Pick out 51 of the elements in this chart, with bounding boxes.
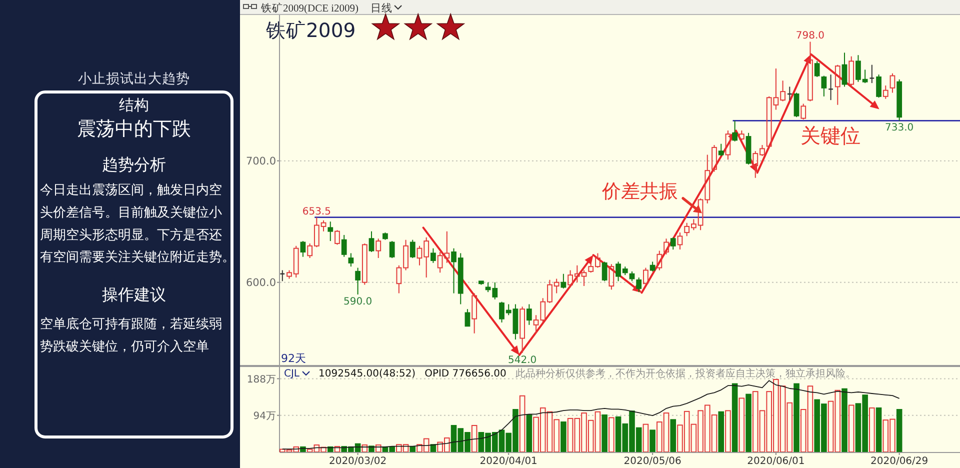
bar	[732, 383, 738, 452]
bar	[670, 419, 676, 452]
x-tick-label: 2020/04/01	[480, 456, 538, 467]
y-tick-label: 94万	[253, 411, 276, 422]
annotation: OPID 776656.00	[424, 368, 506, 380]
bar	[794, 383, 800, 452]
text: 日线	[370, 2, 393, 14]
x-tick-label: 2020/06/01	[747, 456, 805, 467]
bar	[650, 430, 656, 452]
x-tick-label: 2020/05/06	[624, 456, 682, 467]
bar	[725, 410, 731, 452]
bar	[738, 398, 745, 452]
text: 操作建议	[102, 285, 166, 304]
annotation: 价差共振	[600, 180, 678, 202]
bar	[718, 411, 724, 452]
x-tick-label: 2020/06/29	[870, 456, 928, 467]
y-tick-label: 700.0	[246, 156, 276, 168]
text: 今日走出震荡区间，触发日内空头价差信号。目前触及关键位小周期空头形态明显。下方是否还有空间需要关注关键位附近走势。	[40, 183, 235, 266]
bar	[642, 424, 649, 452]
chart-subtitle: 铁矿2009(DCE i2009)	[260, 2, 360, 14]
bar	[876, 407, 882, 452]
y-tick-label: 188万	[246, 374, 276, 386]
text: 空单底仓可持有跟随，若延续弱势跌破关键位，仍可介入空单	[40, 317, 222, 354]
bar	[410, 446, 416, 452]
y-tick-label: 600.0	[246, 277, 276, 290]
bar	[746, 394, 752, 452]
x-tick-label: 2020/03/02	[328, 456, 387, 467]
bar	[608, 417, 614, 452]
annotation: 733.0	[885, 122, 914, 134]
bar	[560, 421, 566, 452]
text: 震荡中的下跌	[77, 118, 191, 140]
text: 小止损试出大趋势	[78, 71, 190, 87]
annotation: 1092545.00(48:52)	[318, 368, 416, 380]
annotation: 653.5	[302, 206, 331, 218]
annotation: 798.0	[796, 30, 825, 42]
annotation: 590.0	[343, 296, 372, 308]
text: 趋势分析	[102, 155, 166, 174]
bar	[848, 404, 854, 452]
annotation: 92天	[281, 352, 306, 365]
bar	[526, 414, 532, 452]
bar	[602, 414, 608, 452]
annotation: 542.0	[508, 354, 537, 366]
bar	[842, 388, 848, 452]
ref-line-label: 关键位	[800, 124, 860, 148]
bar	[869, 407, 875, 452]
bar	[471, 424, 478, 452]
text: 结构	[119, 96, 149, 114]
annotation: CJL	[284, 368, 300, 380]
bar	[896, 409, 902, 452]
annotation: 此品种分析仅供参考，不作为开仓依据，投资者应自主决策，独立承担风险。	[515, 368, 856, 380]
bar	[519, 395, 526, 452]
